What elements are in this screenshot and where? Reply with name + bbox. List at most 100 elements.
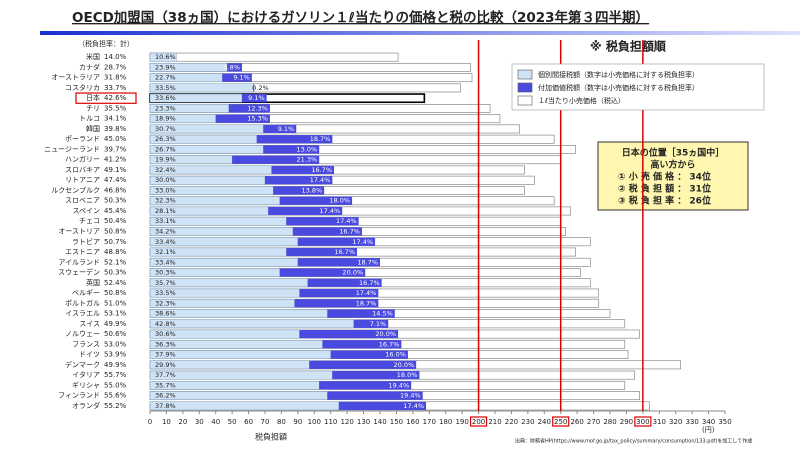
category-label: カナダ [79,62,100,71]
excise-label: 30.3% [155,269,176,277]
rate-label: 49.1% [104,166,127,174]
vat-bar [253,83,255,93]
x-tick-label: 20 [178,418,187,426]
x-tick-label: 130 [357,418,370,426]
x-tick-label: 300 [636,418,649,426]
category-label: フランス [72,340,100,348]
vat-label: 16.7% [334,248,355,256]
excise-bar [149,391,328,400]
excise-label: 42.8% [155,320,176,328]
legend: 個別間接税額（数字は小売価格に対する税負担率） 付加価値税額（数字は小売価格に対す… [511,63,765,111]
vat-bar [273,186,325,195]
vat-label: 13.0% [297,145,318,153]
vat-label: 16.7% [359,279,380,287]
category-label: ドイツ [79,351,100,359]
vat-bar [327,309,395,318]
vat-label: 20.0% [393,361,414,369]
rate-label: 51.0% [104,299,127,307]
x-tick-label: 120 [340,418,353,426]
category-label: リトアニア [65,176,100,184]
vat-label: 9.1% [278,125,295,133]
rate-label: 45.4% [104,207,127,215]
category-label: イタリア [72,370,100,379]
rate-label: 45.0% [104,135,127,143]
excise-label: 33.5% [155,84,176,92]
rate-label: 53.9% [104,351,127,359]
vat-bar [279,196,353,205]
x-tick-label: 350 [718,418,731,426]
vat-label: 13.8% [301,186,322,194]
rate-label: 53.0% [104,340,127,348]
x-tick-highlight [469,416,488,427]
vat-label: 14.5% [372,310,393,318]
category-label: アイルランド [58,258,100,266]
excise-bar [149,340,323,349]
excise-label: 32.3% [155,299,176,307]
rate-label: 35.5% [104,104,127,112]
rate-label: 55.2% [104,402,127,410]
excise-label: 36.2% [155,392,176,400]
legend-swatch [517,69,533,80]
category-label: ポーランド [65,135,100,143]
vat-bar [299,329,399,339]
vat-label: 18.0% [397,371,418,379]
rate-label: 49.9% [104,320,127,328]
excise-bar [149,309,328,318]
excise-label: 18.9% [155,115,176,123]
excise-label: 33.0% [155,186,176,194]
rate-label: 55.6% [104,392,127,400]
excise-label: 33.4% [155,258,176,266]
legend-frame [511,63,765,111]
rate-label: 39.7% [104,145,127,153]
vat-bar [330,350,408,359]
vat-bar [319,381,412,390]
rate-label: 46.8% [104,186,127,194]
excise-label: 34.2% [155,228,176,236]
rate-label: 53.1% [104,310,127,318]
excise-label: 30.0% [155,176,176,184]
japan-box-subtitle: 高い方から [650,159,695,171]
excise-label: 22.7% [155,74,176,82]
x-tick-label: 80 [277,418,286,426]
excise-label: 10.6% [155,53,176,61]
category-label: オーストラリア [51,74,100,82]
vat-bar [232,155,320,164]
excise-label: 26.3% [155,135,176,143]
rate-header: （税負担率：計） [78,39,134,48]
vat-bar [286,217,359,226]
excise-label: 23.3% [155,104,176,112]
category-label: ハンガリー [65,155,100,164]
japan-box-item: ② 税 負 担 額 ： 31位 [618,183,711,195]
vat-label: 18.7% [356,299,377,307]
rate-label: 50.3% [104,197,127,205]
vat-label: 19.4% [389,381,410,389]
vat-bar [222,73,252,82]
excise-bar [149,370,333,380]
category-label: ベルギー [72,289,100,297]
vat-label: 20.0% [375,330,396,338]
vat-label: 9.1% [233,74,250,82]
x-tick-label: 230 [521,418,534,426]
japan-box-frame [597,141,749,211]
x-tick-label: 200 [472,418,485,426]
x-tick-label: 60 [244,418,253,426]
excise-label: 37.8% [155,402,176,410]
excise-bar [149,52,177,62]
rate-label: 48.8% [104,248,127,256]
x-tick-label: 100 [308,418,321,426]
legend-label: 個別間接税額（数字は小売価格に対する税負担率） [538,70,699,79]
vat-bar [338,401,426,410]
rate-label: 50.8% [104,289,127,297]
x-tick-label: 250 [554,418,567,426]
x-tick-label: 240 [538,418,551,426]
vat-bar [227,63,242,72]
excise-bar [149,165,272,175]
excise-bar [149,73,223,82]
x-tick-label: 280 [603,418,616,426]
category-label: トルコ [79,115,100,123]
vat-bar [353,319,389,328]
vat-label: 17.4% [356,289,377,297]
rate-label: 50.4% [104,217,127,225]
category-label: 英国 [86,278,100,287]
rate-label: 52.1% [104,258,127,266]
